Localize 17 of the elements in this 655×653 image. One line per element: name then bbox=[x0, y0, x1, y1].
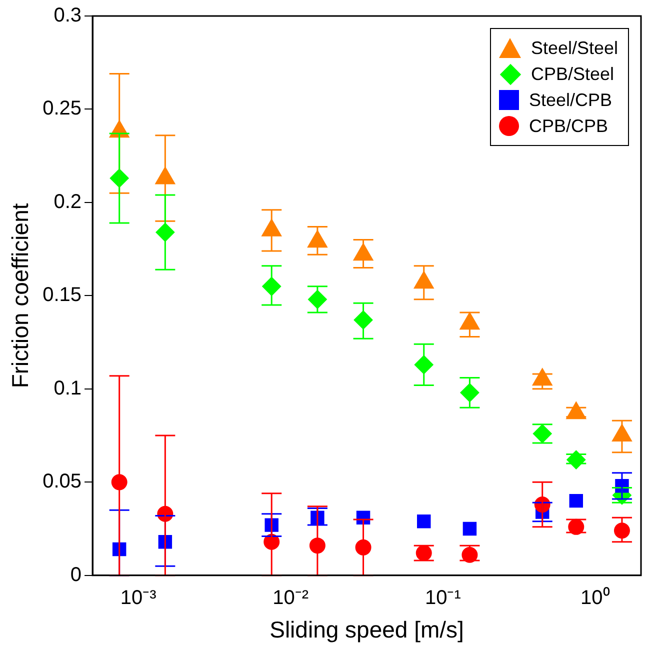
y-tick-label: 0.25 bbox=[42, 98, 82, 120]
x-tick-label: 10⁰ bbox=[580, 586, 610, 609]
y-tick-label: 0.3 bbox=[54, 4, 82, 27]
legend-label: CPB/CPB bbox=[529, 115, 608, 138]
legend-label: Steel/Steel bbox=[531, 37, 618, 60]
y-tick-label: 0.05 bbox=[42, 470, 82, 493]
y-tick-label: 0 bbox=[70, 564, 82, 586]
y-tick-label: 0.2 bbox=[54, 190, 82, 213]
x-axis-title: Sliding speed [m/s] bbox=[270, 616, 464, 643]
x-tick-label: 10⁻¹ bbox=[424, 586, 462, 609]
legend-label: CPB/Steel bbox=[531, 63, 614, 86]
x-tick-label: 10⁻² bbox=[272, 586, 309, 609]
y-tick-label: 0.1 bbox=[54, 377, 82, 400]
x-tick-label: 10⁻³ bbox=[120, 586, 157, 609]
y-axis-title: Friction coefficient bbox=[7, 202, 34, 388]
y-tick-label: 0.15 bbox=[42, 284, 82, 306]
legend-label: Steel/CPB bbox=[529, 89, 612, 112]
